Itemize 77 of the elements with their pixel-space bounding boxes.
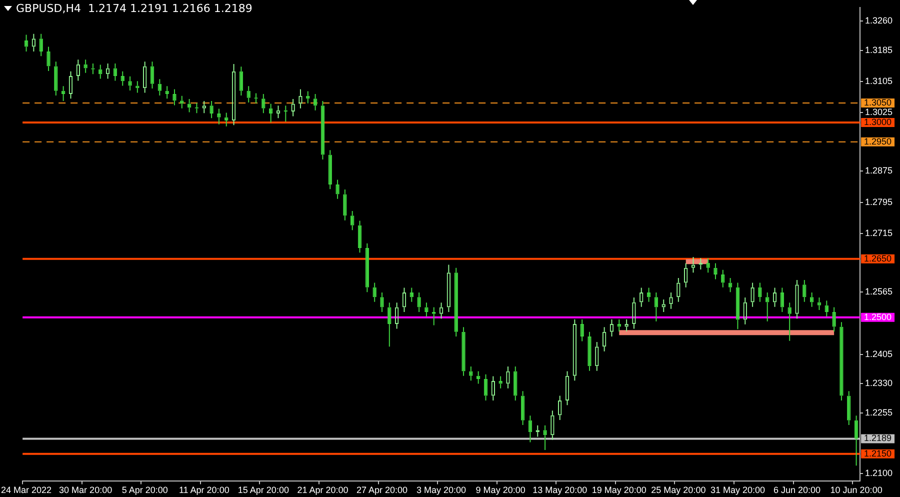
candlestick [262, 93, 266, 114]
x-tick-label: 9 May 20:00 [476, 485, 526, 496]
candlestick [417, 292, 421, 312]
x-tick-label: 24 Mar 2022 [1, 485, 52, 496]
candlestick [728, 278, 732, 293]
candlestick [617, 318, 621, 332]
candlestick [372, 282, 376, 302]
candlestick [580, 318, 584, 342]
candlestick [588, 331, 592, 372]
ref-line-label: 1.2189 [864, 433, 892, 444]
candlestick [514, 366, 518, 401]
candlestick [46, 46, 50, 72]
y-tick-label: 1.2715 [865, 228, 893, 238]
y-tick-label: 1.2330 [865, 378, 893, 388]
candlestick [832, 306, 836, 332]
candlestick [721, 269, 725, 288]
y-tick-label: 1.3025 [865, 107, 893, 118]
x-tick-label: 31 May 20:00 [710, 485, 765, 496]
candlestick [706, 258, 710, 274]
y-tick-label: 1.2875 [865, 166, 893, 176]
candlestick [817, 297, 822, 311]
x-tick-label: 19 May 20:00 [592, 485, 646, 496]
candlestick [210, 100, 214, 119]
y-tick-label: 1.2255 [865, 407, 893, 418]
ref-line-label: 1.3000 [864, 116, 892, 127]
x-tick-label: 11 Apr 20:00 [178, 485, 230, 496]
candlestick [802, 279, 806, 302]
x-tick-label: 21 Apr 20:00 [297, 485, 348, 496]
x-tick-label: 6 Jun 20:00 [773, 485, 821, 496]
ref-line-label: 1.2150 [864, 448, 892, 458]
candlestick [24, 34, 28, 52]
ref-line-label: 1.3050 [864, 97, 892, 108]
candlestick [113, 63, 118, 82]
y-tick-label: 1.3185 [865, 44, 893, 55]
y-tick-label: 1.2405 [865, 348, 893, 359]
y-tick-label: 1.2100 [865, 468, 893, 478]
candlestick [462, 326, 466, 376]
y-tick-label: 1.2565 [865, 286, 893, 297]
x-tick-label: 5 Apr 20:00 [122, 485, 168, 496]
candlestick [336, 179, 340, 200]
candlestick [54, 61, 58, 96]
ref-line-label: 1.2950 [864, 136, 892, 146]
candlestick [758, 282, 762, 302]
candlestick [380, 292, 384, 312]
candlestick [350, 210, 354, 231]
candlestick [172, 88, 176, 106]
chart-title: GBPUSD,H4 1.2174 1.2191 1.2166 1.2189 [16, 2, 252, 15]
candlestick [343, 189, 347, 221]
x-tick-label: 15 Apr 20:00 [238, 485, 289, 496]
y-tick-label: 1.3105 [865, 76, 893, 86]
candlestick [788, 302, 792, 342]
x-tick-label: 13 May 20:00 [532, 485, 588, 496]
y-tick-label: 1.2795 [865, 196, 893, 207]
candlestick [246, 86, 250, 104]
x-tick-label: 25 May 20:00 [651, 485, 706, 496]
candlestick [714, 262, 718, 280]
candlestick [128, 76, 132, 91]
candlestick [39, 33, 43, 57]
x-tick-label: 10 Jun 20:00 [830, 485, 882, 496]
candlestick [840, 322, 844, 401]
x-tick-label: 3 May 20:00 [416, 485, 466, 496]
y-tick-label: 1.3260 [865, 16, 893, 26]
candlestick [165, 86, 169, 100]
candlestick [780, 287, 784, 312]
candlestick [180, 95, 184, 109]
ref-line-label: 1.2650 [864, 253, 892, 264]
candlestick [388, 302, 392, 348]
candlestick [543, 424, 547, 451]
x-tick-label: 30 Mar 20:00 [59, 485, 112, 496]
candlestick [217, 108, 221, 125]
ref-line-label: 1.2500 [864, 312, 892, 322]
x-tick-label: 27 Apr 20:00 [356, 485, 408, 496]
candlestick [424, 302, 428, 318]
candlestick [187, 98, 192, 113]
candlestick [469, 366, 473, 382]
candlestick [654, 292, 658, 322]
candlestick [84, 59, 88, 74]
